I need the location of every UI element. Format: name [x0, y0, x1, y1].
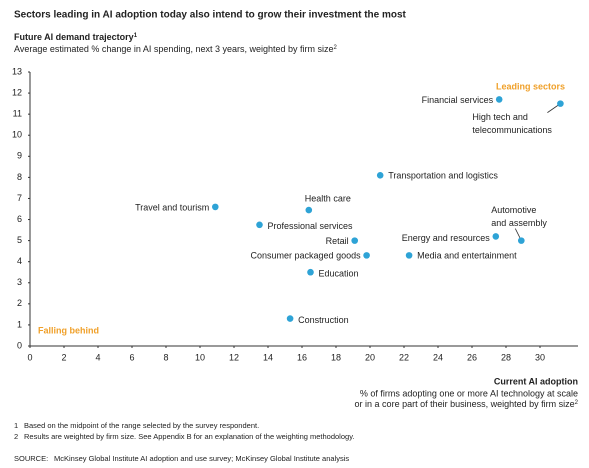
- footnote-number: 1: [14, 421, 18, 430]
- point-label: telecommunications: [472, 125, 552, 135]
- annotation: Leading sectors: [496, 81, 565, 91]
- x-tick-label: 10: [195, 352, 205, 362]
- x-tick-label: 2: [61, 352, 66, 362]
- footnote-ref: 2: [334, 45, 338, 51]
- source: McKinsey Global Institute AI adoption an…: [54, 454, 349, 463]
- y-tick-label: 1: [17, 319, 22, 329]
- y-tick-label: 8: [17, 172, 22, 182]
- footnote-ref: 1: [134, 33, 138, 39]
- y-tick-label: 3: [17, 277, 22, 287]
- x-tick-label: 22: [399, 352, 409, 362]
- point-label: Transportation and logistics: [388, 171, 498, 181]
- point: [286, 315, 294, 322]
- y-tick-label: 6: [17, 214, 22, 224]
- x-tick-label: 6: [129, 352, 134, 362]
- y-description: Average estimated % change in AI spendin…: [14, 44, 334, 54]
- point: [256, 221, 263, 229]
- y-axis-title: Future AI demand trajectory1: [14, 32, 138, 42]
- x-description: or in a core part of their business, wei…: [355, 399, 575, 409]
- footnote: Based on the midpoint of the range selec…: [24, 421, 259, 430]
- x-tick-label: 24: [433, 352, 443, 362]
- x-axis-title: Current AI adoption: [494, 376, 578, 386]
- annotation: Falling behind: [38, 325, 99, 335]
- point: [212, 203, 219, 211]
- y-tick-label: 5: [17, 235, 22, 245]
- point: [495, 96, 503, 103]
- point-label: Professional services: [268, 221, 354, 231]
- chart-title: Sectors leading in AI adoption today als…: [14, 10, 407, 21]
- point: [492, 233, 500, 240]
- y-label: Future AI demand trajectory: [14, 32, 134, 42]
- x-tick-label: 14: [263, 352, 273, 362]
- y-tick-label: 9: [17, 151, 22, 161]
- point: [305, 206, 313, 214]
- y-tick-label: 11: [13, 109, 22, 119]
- point-label: and assembly: [491, 218, 547, 228]
- point: [557, 100, 564, 107]
- x-tick-label: 30: [535, 352, 545, 362]
- point: [363, 252, 370, 259]
- point-label: Travel and tourism: [135, 202, 209, 212]
- point: [405, 252, 413, 259]
- footnote-number: 2: [14, 432, 18, 441]
- y-axis-description: Average estimated % change in AI spendin…: [14, 44, 338, 54]
- x-tick-label: 18: [331, 352, 341, 362]
- x-tick-label: 26: [467, 352, 477, 362]
- point-label: Media and entertainment: [417, 251, 517, 261]
- y-tick-label: 4: [17, 256, 22, 266]
- point: [518, 237, 525, 244]
- point-label: Consumer packaged goods: [251, 251, 362, 261]
- point: [307, 268, 314, 276]
- x-tick-label: 8: [163, 352, 168, 362]
- x-tick-label: 16: [297, 352, 307, 362]
- point-label: Education: [319, 269, 359, 279]
- y-tick-label: 7: [17, 193, 22, 203]
- footnote-ref: 2: [575, 400, 579, 406]
- x-axis-description: % of firms adopting one or more AI techn…: [360, 388, 578, 398]
- footnote: Results are weighted by firm size. See A…: [24, 432, 354, 441]
- source-label: SOURCE:: [14, 454, 48, 463]
- x-axis-description: or in a core part of their business, wei…: [355, 399, 579, 409]
- point: [376, 171, 384, 179]
- y-tick-label: 13: [12, 66, 22, 76]
- point-label: Energy and resources: [402, 233, 491, 243]
- y-tick-label: 10: [12, 130, 22, 140]
- x-tick-label: 4: [95, 352, 100, 362]
- y-tick-label: 2: [17, 298, 22, 308]
- y-tick-label: 0: [17, 340, 22, 350]
- point-label: Automotive: [491, 205, 536, 215]
- point: [351, 237, 359, 244]
- point-label: Financial services: [422, 95, 494, 105]
- point-label: Health care: [305, 193, 351, 203]
- point-label: High tech and: [472, 112, 528, 122]
- point-label: Retail: [326, 236, 349, 246]
- x-tick-label: 20: [365, 352, 375, 362]
- x-tick-label: 12: [229, 352, 239, 362]
- x-tick-label: 28: [501, 352, 511, 362]
- x-tick-label: 0: [27, 352, 32, 362]
- point-label: Construction: [298, 315, 349, 325]
- y-tick-label: 12: [12, 87, 22, 97]
